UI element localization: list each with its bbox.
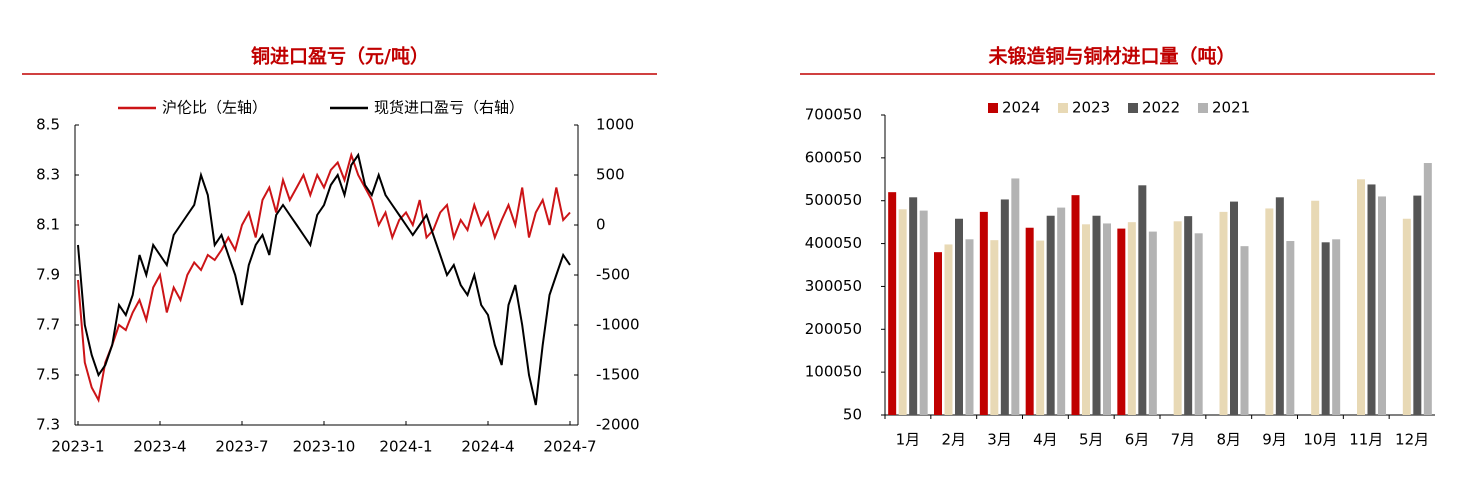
x-tick-label: 6月 — [1125, 431, 1150, 449]
x-tick-label: 4月 — [1033, 431, 1058, 449]
y2-tick-label: -500 — [596, 266, 630, 284]
bar — [1219, 211, 1228, 415]
bar — [909, 197, 918, 415]
legend-label: 2022 — [1142, 99, 1180, 117]
series-line — [77, 152, 571, 406]
y-tick-label: 8.3 — [36, 166, 60, 184]
y-tick-label: 7.5 — [36, 366, 60, 384]
legend-swatch — [1198, 103, 1208, 113]
bar — [1127, 222, 1136, 415]
x-tick-label: 8月 — [1216, 431, 1241, 449]
bar — [1138, 185, 1147, 415]
legend-label: 2023 — [1072, 99, 1110, 117]
y-tick-label: 500050 — [805, 191, 862, 209]
chart-title: 铜进口盈亏（元/吨） — [251, 45, 429, 68]
bar — [1011, 178, 1020, 415]
bar — [955, 218, 963, 415]
bar — [1103, 223, 1111, 415]
x-tick-label: 2024-1 — [379, 438, 432, 456]
bar — [1321, 242, 1330, 415]
x-tick-label: 2023-4 — [133, 438, 186, 456]
legend-label: 现货进口盈亏（右轴） — [374, 99, 524, 117]
bar — [934, 252, 942, 415]
y2-tick-label: -2000 — [596, 416, 640, 434]
bar — [965, 239, 974, 415]
bar — [919, 210, 928, 415]
bar — [1265, 208, 1274, 415]
chart-title: 未锻造铜与铜材进口量（吨） — [987, 45, 1235, 68]
bar — [979, 211, 988, 415]
y-tick-label: 700050 — [805, 106, 862, 124]
bar — [1092, 215, 1101, 415]
x-tick-label: 2023-1 — [51, 438, 104, 456]
legend-label: 2021 — [1212, 99, 1250, 117]
bar — [1378, 196, 1386, 415]
y2-tick-label: 0 — [596, 216, 606, 234]
y2-tick-label: 1000 — [596, 116, 634, 134]
bar — [1367, 184, 1376, 415]
x-tick-label: 12月 — [1395, 431, 1429, 449]
bar — [1173, 221, 1182, 415]
bar — [1413, 195, 1422, 415]
y-tick-label: 600050 — [805, 148, 862, 166]
y-tick-label: 8.1 — [36, 216, 60, 234]
bar — [1046, 215, 1055, 415]
y-tick-label: 300050 — [805, 277, 862, 295]
x-tick-label: 11月 — [1349, 431, 1383, 449]
legend-label: 沪伦比（左轴） — [162, 99, 267, 117]
bar — [1057, 207, 1066, 415]
bar — [1402, 218, 1411, 415]
y-tick-label: 100050 — [805, 363, 862, 381]
y-tick-label: 400050 — [805, 234, 862, 252]
legend-swatch — [988, 103, 998, 113]
legend-swatch — [1128, 103, 1138, 113]
bar — [1000, 199, 1009, 415]
series-line — [77, 151, 571, 403]
bar — [1275, 197, 1284, 415]
bar — [888, 192, 897, 415]
x-tick-label: 2023-10 — [293, 438, 356, 456]
x-tick-label: 1月 — [896, 431, 921, 449]
bar — [990, 240, 999, 415]
bar — [1230, 201, 1238, 415]
bar — [1117, 228, 1126, 415]
bar — [1332, 239, 1341, 415]
x-tick-label: 2月 — [941, 431, 966, 449]
x-tick-label: 2023-7 — [215, 438, 268, 456]
y-tick-label: 50 — [843, 406, 862, 424]
y-tick-label: 7.3 — [36, 416, 60, 434]
y-tick-label: 7.9 — [36, 266, 60, 284]
x-tick-label: 5月 — [1079, 431, 1104, 449]
bar — [1286, 241, 1295, 415]
x-tick-label: 7月 — [1171, 431, 1196, 449]
y2-tick-label: -1500 — [596, 366, 640, 384]
y-tick-label: 200050 — [805, 320, 862, 338]
bar — [1036, 240, 1045, 415]
x-tick-label: 9月 — [1262, 431, 1287, 449]
x-tick-label: 3月 — [987, 431, 1012, 449]
y2-tick-label: -1000 — [596, 316, 640, 334]
bar — [944, 244, 953, 415]
bar — [1071, 195, 1080, 415]
bar — [1025, 227, 1034, 415]
y-tick-label: 8.5 — [36, 116, 60, 134]
x-tick-label: 2024-4 — [461, 438, 514, 456]
y-tick-label: 7.7 — [36, 316, 60, 334]
bar — [1423, 163, 1432, 415]
bar — [1184, 216, 1193, 415]
x-tick-label: 2024-7 — [543, 438, 596, 456]
y2-tick-label: 500 — [596, 166, 625, 184]
x-tick-label: 10月 — [1303, 431, 1337, 449]
bar — [1082, 224, 1090, 415]
legend-label: 2024 — [1002, 99, 1040, 117]
bar — [1194, 233, 1203, 415]
bar — [1148, 231, 1157, 415]
bar — [898, 209, 907, 415]
bar — [1240, 246, 1249, 415]
legend-swatch — [1058, 103, 1068, 113]
bar — [1311, 200, 1320, 415]
bar — [1357, 179, 1365, 415]
